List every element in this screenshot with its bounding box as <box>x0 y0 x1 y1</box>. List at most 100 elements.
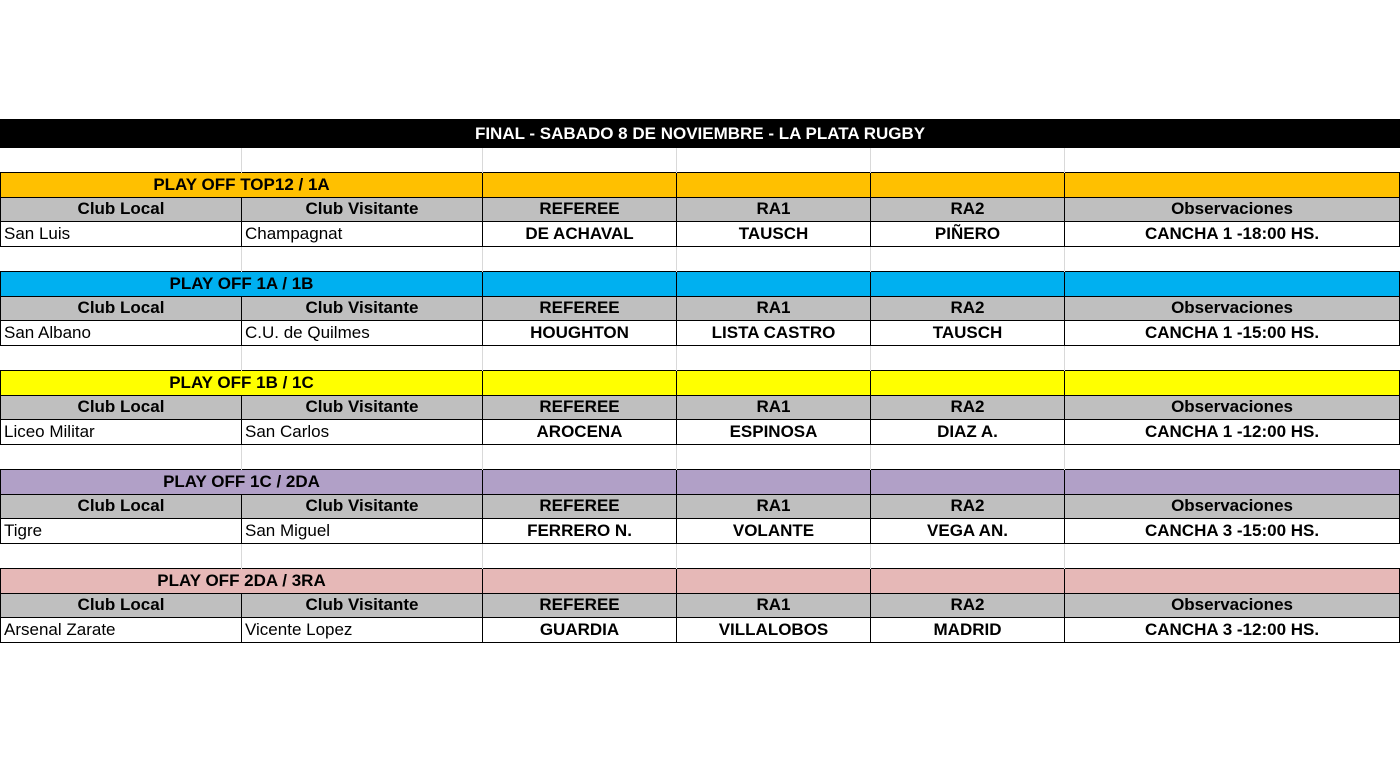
cell-local: Tigre <box>0 518 242 544</box>
title-row: FINAL - SABADO 8 DE NOVIEMBRE - LA PLATA… <box>0 119 1400 148</box>
header-referee: REFEREE <box>482 493 677 520</box>
section-fill-cell <box>676 468 871 495</box>
match-row: Liceo Militar San Carlos AROCENA ESPINOSA DI… <box>0 419 1400 445</box>
section-header-row: PLAY OFF 1B / 1C <box>0 369 1400 396</box>
section-fill-cell <box>1063 567 1400 594</box>
section-fill-cell <box>1063 369 1400 396</box>
cell-local: San Albano <box>0 320 242 346</box>
header-visitante: Club Visitante <box>241 493 483 520</box>
match-row: San Luis Champagnat DE ACHAVAL TAUSCH PIÑERO… <box>0 221 1400 247</box>
header-observaciones: Observaciones <box>1063 295 1400 322</box>
blank-row <box>1 147 1400 173</box>
cell-referee: GUARDIA <box>482 617 677 643</box>
section-label: PLAY OFF 2DA / 3RA <box>0 567 483 594</box>
header-referee: REFEREE <box>482 394 677 421</box>
cell-local: San Luis <box>0 221 242 247</box>
section-label: PLAY OFF TOP12 / 1A <box>0 171 483 198</box>
section-fill-cell <box>870 567 1065 594</box>
section-fill-cell <box>676 567 871 594</box>
header-visitante: Club Visitante <box>241 394 483 421</box>
section-fill-cell <box>676 270 871 297</box>
cell-ra2: TAUSCH <box>870 320 1065 346</box>
section-header-row: PLAY OFF 2DA / 3RA <box>0 567 1400 594</box>
header-local: Club Local <box>0 295 242 322</box>
section-fill-cell <box>870 369 1065 396</box>
header-local: Club Local <box>0 394 242 421</box>
cell-visitante: C.U. de Quilmes <box>241 320 483 346</box>
header-observaciones: Observaciones <box>1063 196 1400 223</box>
blank-row <box>1 444 1400 470</box>
header-ra2: RA2 <box>870 295 1065 322</box>
header-visitante: Club Visitante <box>241 592 483 619</box>
header-ra1: RA1 <box>676 394 871 421</box>
section-fill-cell <box>482 270 677 297</box>
cell-referee: FERRERO N. <box>482 518 677 544</box>
section-fill-cell <box>676 369 871 396</box>
header-ra2: RA2 <box>870 592 1065 619</box>
header-local: Club Local <box>0 493 242 520</box>
header-local: Club Local <box>0 592 242 619</box>
header-observaciones: Observaciones <box>1063 394 1400 421</box>
header-referee: REFEREE <box>482 592 677 619</box>
match-row: Tigre San Miguel FERRERO N. VOLANTE VEGA AN.… <box>0 518 1400 544</box>
column-header-row: Club Local Club Visitante REFEREE RA1 RA2 Obs… <box>0 592 1400 619</box>
section-fill-cell <box>676 171 871 198</box>
cell-visitante: San Miguel <box>241 518 483 544</box>
section-label: PLAY OFF 1C / 2DA <box>0 468 483 495</box>
cell-ra2: VEGA AN. <box>870 518 1065 544</box>
section-fill-cell <box>1063 468 1400 495</box>
header-ra2: RA2 <box>870 394 1065 421</box>
cell-referee: AROCENA <box>482 419 677 445</box>
cell-referee: DE ACHAVAL <box>482 221 677 247</box>
cell-observaciones: CANCHA 3 -15:00 HS. <box>1063 518 1400 544</box>
cell-observaciones: CANCHA 1 -12:00 HS. <box>1063 419 1400 445</box>
header-referee: REFEREE <box>482 295 677 322</box>
cell-local: Arsenal Zarate <box>0 617 242 643</box>
sheet-title: FINAL - SABADO 8 DE NOVIEMBRE - LA PLATA… <box>0 119 1400 148</box>
match-row: San Albano C.U. de Quilmes HOUGHTON LISTA C… <box>0 320 1400 346</box>
section-fill-cell <box>482 468 677 495</box>
schedule-table: FINAL - SABADO 8 DE NOVIEMBRE - LA PLATA… <box>0 119 1400 643</box>
blank-row <box>1 246 1400 272</box>
section-fill-cell <box>1063 270 1400 297</box>
header-ra2: RA2 <box>870 493 1065 520</box>
column-header-row: Club Local Club Visitante REFEREE RA1 RA2 Obs… <box>0 394 1400 421</box>
cell-observaciones: CANCHA 1 -15:00 HS. <box>1063 320 1400 346</box>
cell-ra2: DIAZ A. <box>870 419 1065 445</box>
section-header-row: PLAY OFF 1C / 2DA <box>0 468 1400 495</box>
cell-ra1: VILLALOBOS <box>676 617 871 643</box>
header-ra1: RA1 <box>676 295 871 322</box>
cell-ra1: LISTA CASTRO <box>676 320 871 346</box>
section-label: PLAY OFF 1B / 1C <box>0 369 483 396</box>
header-observaciones: Observaciones <box>1063 592 1400 619</box>
cell-observaciones: CANCHA 1 -18:00 HS. <box>1063 221 1400 247</box>
cell-ra1: TAUSCH <box>676 221 871 247</box>
header-ra1: RA1 <box>676 592 871 619</box>
cell-observaciones: CANCHA 3 -12:00 HS. <box>1063 617 1400 643</box>
header-visitante: Club Visitante <box>241 295 483 322</box>
cell-visitante: Champagnat <box>241 221 483 247</box>
header-local: Club Local <box>0 196 242 223</box>
section-fill-cell <box>870 468 1065 495</box>
cell-visitante: Vicente Lopez <box>241 617 483 643</box>
cell-ra2: PIÑERO <box>870 221 1065 247</box>
header-ra2: RA2 <box>870 196 1065 223</box>
header-ra1: RA1 <box>676 493 871 520</box>
cell-local: Liceo Militar <box>0 419 242 445</box>
column-header-row: Club Local Club Visitante REFEREE RA1 RA2 Obs… <box>0 295 1400 322</box>
section-header-row: PLAY OFF TOP12 / 1A <box>0 171 1400 198</box>
cell-ra1: VOLANTE <box>676 518 871 544</box>
cell-ra1: ESPINOSA <box>676 419 871 445</box>
section-header-row: PLAY OFF 1A / 1B <box>0 270 1400 297</box>
blank-row <box>1 543 1400 569</box>
match-row: Arsenal Zarate Vicente Lopez GUARDIA VILLAL… <box>0 617 1400 643</box>
header-visitante: Club Visitante <box>241 196 483 223</box>
header-ra1: RA1 <box>676 196 871 223</box>
column-header-row: Club Local Club Visitante REFEREE RA1 RA2 Obs… <box>0 196 1400 223</box>
cell-referee: HOUGHTON <box>482 320 677 346</box>
section-fill-cell <box>482 171 677 198</box>
section-fill-cell <box>482 567 677 594</box>
cell-ra2: MADRID <box>870 617 1065 643</box>
section-fill-cell <box>870 171 1065 198</box>
header-observaciones: Observaciones <box>1063 493 1400 520</box>
